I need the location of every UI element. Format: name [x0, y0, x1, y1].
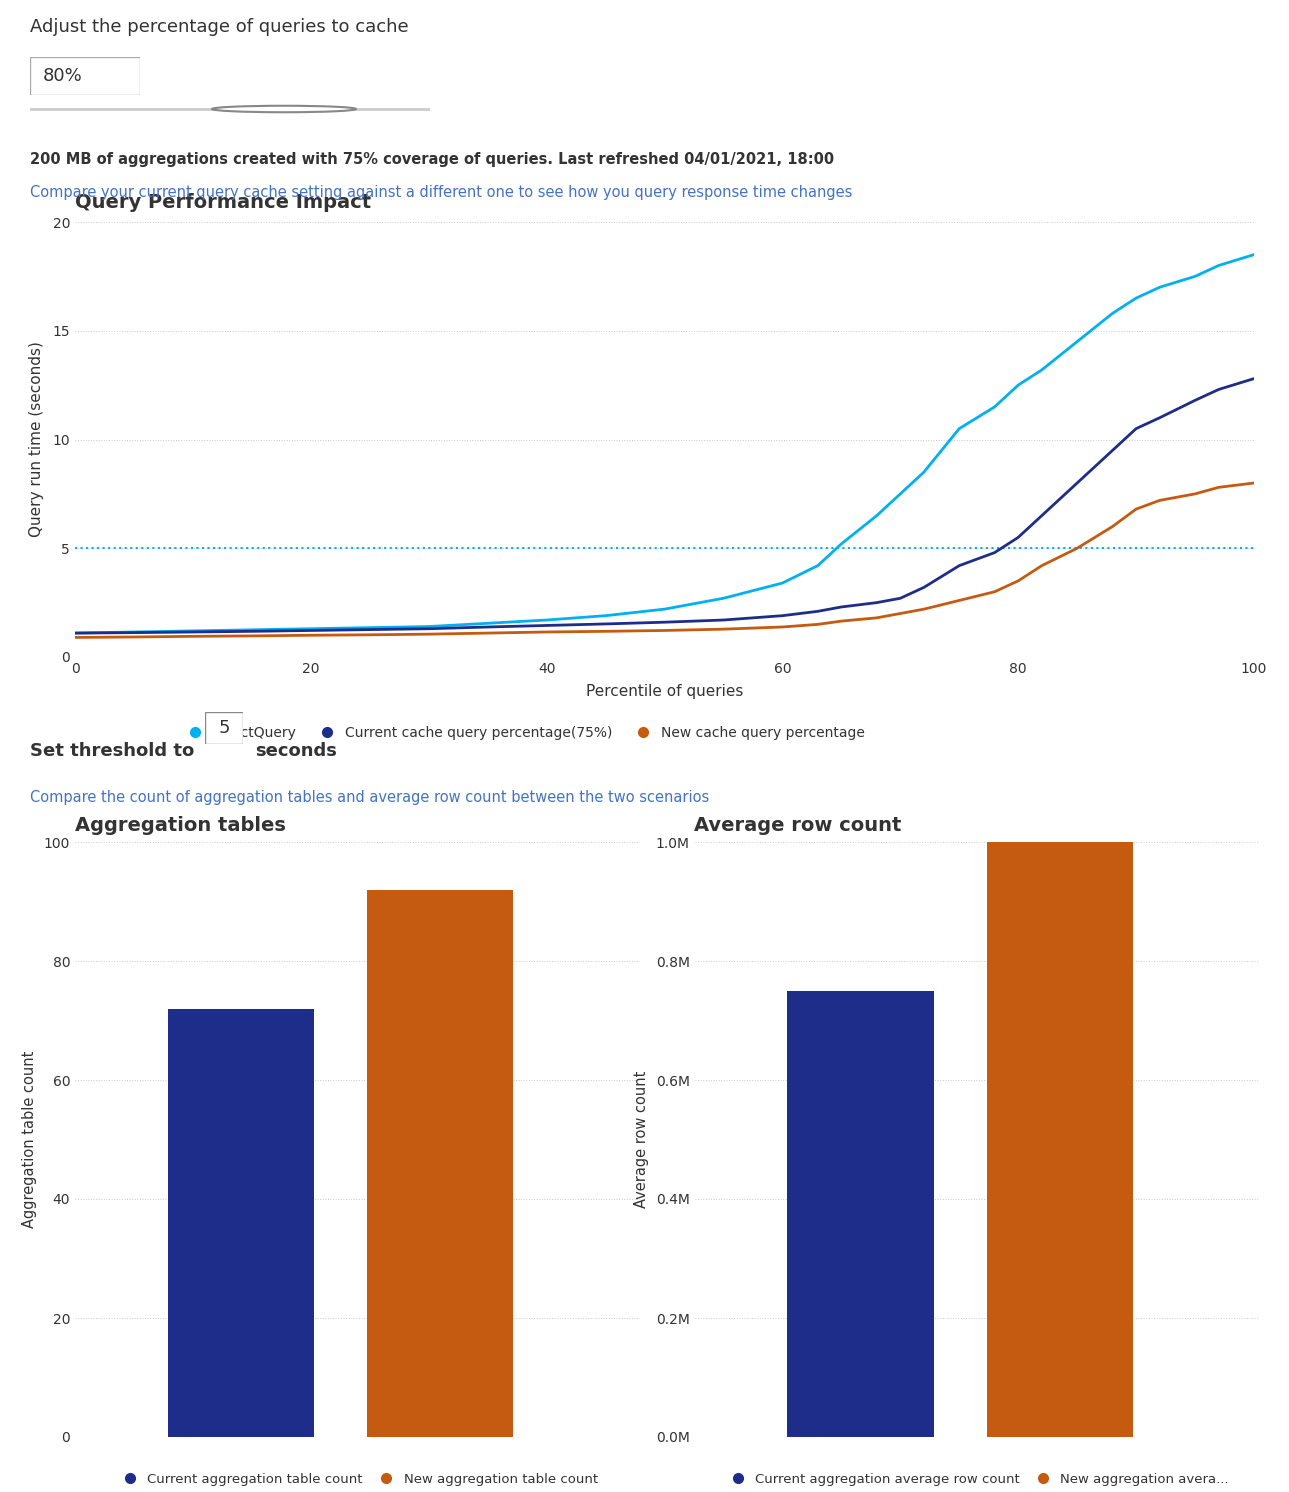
Y-axis label: Query run time (seconds): Query run time (seconds) — [30, 342, 44, 537]
Text: Adjust the percentage of queries to cache: Adjust the percentage of queries to cach… — [30, 18, 409, 36]
Text: Compare your current query cache setting against a different one to see how you : Compare your current query cache setting… — [30, 185, 852, 200]
Text: 5: 5 — [218, 719, 229, 737]
Bar — [788, 991, 933, 1437]
X-axis label: Percentile of queries: Percentile of queries — [585, 685, 744, 700]
Text: Set threshold to: Set threshold to — [30, 742, 195, 759]
FancyBboxPatch shape — [205, 712, 244, 745]
Bar — [986, 841, 1133, 1437]
Y-axis label: Aggregation table count: Aggregation table count — [22, 1050, 37, 1228]
Bar — [168, 1009, 315, 1437]
Text: 80%: 80% — [44, 67, 82, 85]
Text: Query Performance Impact: Query Performance Impact — [75, 192, 371, 212]
Y-axis label: Average row count: Average row count — [634, 1071, 648, 1209]
Text: Compare the count of aggregation tables and average row count between the two sc: Compare the count of aggregation tables … — [30, 789, 709, 806]
Legend: Current aggregation average row count, New aggregation avera...: Current aggregation average row count, N… — [719, 1468, 1235, 1491]
Text: Aggregation tables: Aggregation tables — [75, 816, 286, 836]
Text: 200 MB of aggregations created with 75% coverage of queries. Last refreshed 04/0: 200 MB of aggregations created with 75% … — [30, 152, 834, 167]
Legend: DirectQuery, Current cache query percentage(75%), New cache query percentage: DirectQuery, Current cache query percent… — [175, 721, 871, 746]
Text: seconds: seconds — [255, 742, 336, 759]
Bar — [367, 889, 513, 1437]
Legend: Current aggregation table count, New aggregation table count: Current aggregation table count, New agg… — [112, 1468, 603, 1491]
Circle shape — [211, 106, 356, 112]
FancyBboxPatch shape — [30, 57, 141, 95]
Text: Average row count: Average row count — [695, 816, 902, 836]
